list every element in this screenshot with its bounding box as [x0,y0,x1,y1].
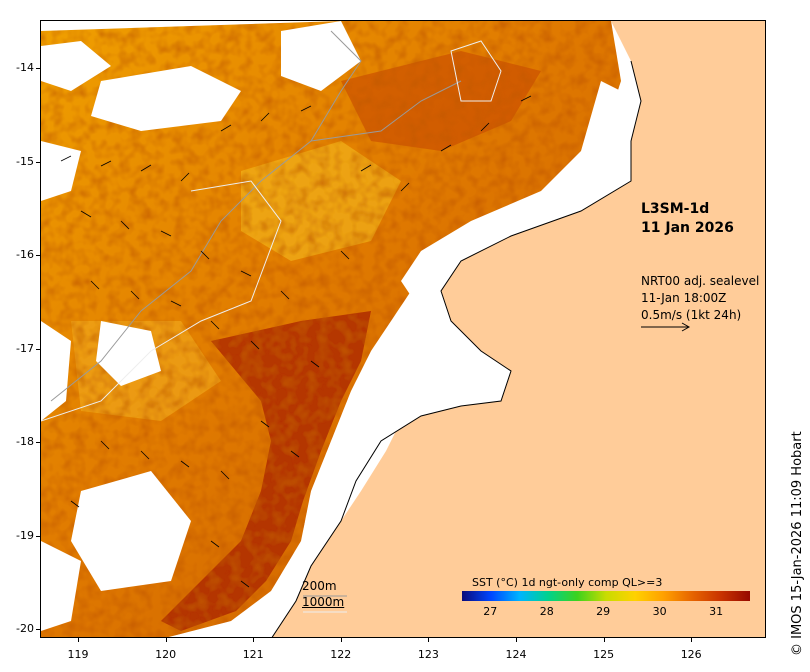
warm-nearshore-band [161,311,371,631]
coastline [271,60,642,637]
lat-tick-mark [36,442,41,443]
lon-tick-mark [428,637,430,642]
product-name: L3SM-1d [641,201,710,217]
lon-tick-mark [253,637,255,642]
lat-tick-label: -16 [16,248,34,261]
lon-tick-label: 119 [67,648,89,661]
lat-tick-mark [36,68,41,69]
lon-tick-label: 125 [593,648,615,661]
colorbar-label: 31 [709,605,724,618]
map-canvas [41,21,765,637]
lon-tick-label: 123 [417,648,439,661]
lon-tick-mark [78,637,79,642]
contour-200m [50,30,462,402]
colorbar-label: 28 [539,605,554,618]
colorbar [462,591,750,601]
lon-tick-mark [516,637,517,642]
colorbar-label: 30 [652,605,667,618]
lon-tick-label: 124 [505,648,527,661]
lat-tick-label: -18 [16,435,34,448]
vector-legend-source: NRT00 adj. sealevel [641,274,760,288]
warm-patch-north [341,51,541,151]
colorbar-label: 27 [483,605,498,618]
lon-tick-label: 120 [155,648,177,661]
product-title: L3SM-1d 11 Jan 2026 [641,200,734,238]
lat-tick-mark [36,161,41,163]
depth-legend: 200m 1000m [302,578,344,610]
current-vectors [60,95,532,588]
lon-tick-mark [340,637,342,642]
lat-tick-mark [36,629,41,630]
colorbar-title: SST (°C) 1d ngt-only comp QL>=3 [472,576,663,589]
coastal-no-data [341,81,641,521]
lon-tick-mark [165,637,167,642]
lon-tick-label: 126 [680,648,702,661]
lon-tick-mark [603,637,605,642]
lat-tick-label: -20 [16,622,34,635]
credit-text: © IMOS 15-Jan-2026 11:09 Hobart [790,431,805,656]
lat-tick-label: -14 [16,61,34,74]
lat-tick-mark [36,348,41,350]
land-mass [272,21,765,637]
contour-1000m [41,40,502,422]
lat-tick-label: -17 [16,341,34,355]
depth-legend-1000m: 1000m [302,595,345,609]
lat-tick-mark [36,255,41,256]
lat-tick-label: -19 [16,528,34,542]
depth-legend-200m: 200m [302,579,337,593]
vector-legend: NRT00 adj. sealevel 11-Jan 18:00Z 0.5m/s… [641,273,759,324]
vector-legend-time: 11-Jan 18:00Z [641,291,727,305]
sst-map[interactable] [40,20,766,638]
vector-legend-scale: 0.5m/s (1kt 24h) [641,308,742,322]
lat-tick-label: -15 [16,154,34,168]
lon-tick-label: 121 [242,648,264,661]
lon-tick-label: 122 [330,648,352,661]
product-date: 11 Jan 2026 [641,220,734,236]
lat-tick-mark [36,535,41,537]
colorbar-label: 29 [596,605,611,618]
vector-legend-arrow [641,322,691,332]
lon-tick-mark [691,637,693,642]
